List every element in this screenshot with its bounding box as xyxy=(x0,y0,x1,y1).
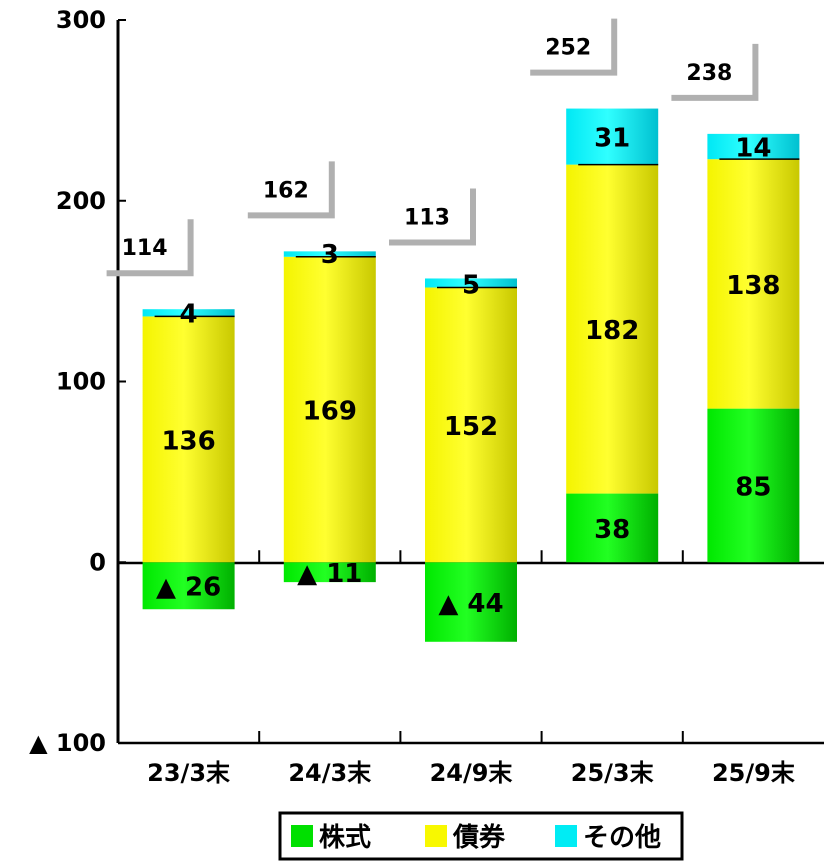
category-label: 25/3末 xyxy=(571,759,655,787)
segment-value-label: 152 xyxy=(444,412,498,442)
bar-segment-債券 xyxy=(142,316,235,563)
x-axis-ticks xyxy=(258,550,684,743)
y-tick-label: ▲ 100 xyxy=(29,729,106,757)
segment-value-label: 169 xyxy=(303,397,357,427)
bar-segment-株式 xyxy=(142,562,235,610)
bar-segment-株式 xyxy=(566,493,659,563)
legend-entry: 株式 xyxy=(319,823,371,853)
bar-segment-その他 xyxy=(283,251,376,257)
total-value-label: 162 xyxy=(263,178,309,203)
segment-value-label: 4 xyxy=(180,299,198,329)
legend-swatch xyxy=(425,825,447,847)
bar-segment-その他 xyxy=(142,309,235,317)
segment-value-label: 14 xyxy=(735,134,771,164)
bar-segment-その他 xyxy=(707,133,800,160)
segment-value-label: ▲ 11 xyxy=(297,559,362,589)
total-bracket xyxy=(389,188,476,246)
bar-segment-債券 xyxy=(566,164,659,494)
y-tick-label: 200 xyxy=(56,187,106,215)
total-value-label: 252 xyxy=(545,36,591,61)
total-value-label: 114 xyxy=(122,236,168,261)
bar-segment-その他 xyxy=(566,108,659,165)
bars: ▲ 26 136 4 ▲ 11 169 3 ▲ 44 152 5 38 182 31 85 138 14 xyxy=(142,108,800,642)
legend-swatch xyxy=(291,825,313,847)
bar-segment-株式 xyxy=(707,408,800,563)
segment-value-label: 138 xyxy=(726,271,780,301)
segment-value-label: ▲ 44 xyxy=(438,589,503,619)
y-axis-ticks: 300 200 100 0 ▲ 100 xyxy=(29,6,126,757)
segment-value-label: 31 xyxy=(594,124,630,154)
legend-box xyxy=(278,811,684,861)
segment-value-label: 136 xyxy=(161,426,215,456)
segment-value-label: 5 xyxy=(462,271,480,301)
segment-value-label: ▲ 26 xyxy=(156,573,221,603)
category-label: 23/3末 xyxy=(147,759,231,787)
segment-value-label: 3 xyxy=(321,240,339,270)
legend: 株式 債券 その他 xyxy=(278,811,684,861)
y-tick-label: 100 xyxy=(56,368,106,396)
y-tick-label: 0 xyxy=(89,548,106,576)
bar-segment-債券 xyxy=(707,159,800,409)
category-labels: 23/3末 24/3末 24/9末 25/3末 25/9末 xyxy=(147,759,796,787)
legend-entry: その他 xyxy=(583,823,661,853)
bar-segment-株式 xyxy=(283,562,376,583)
total-bracket xyxy=(671,43,759,101)
category-label: 24/9末 xyxy=(430,759,514,787)
bar-segment-債券 xyxy=(425,287,517,563)
legend-entry: 債券 xyxy=(452,823,506,853)
total-callouts: 114 162 113 252 238 xyxy=(106,18,759,277)
total-value-label: 238 xyxy=(686,61,732,86)
bar-segment-その他 xyxy=(425,278,517,288)
bar-segment-株式 xyxy=(425,562,517,642)
total-bracket xyxy=(530,18,618,76)
segment-value-label: 38 xyxy=(594,515,630,545)
y-tick-label: 300 xyxy=(56,6,106,34)
total-value-label: 113 xyxy=(404,205,450,230)
legend-swatch xyxy=(555,825,577,847)
category-label: 24/3末 xyxy=(288,759,372,787)
total-bracket xyxy=(247,161,335,219)
segment-value-label: 182 xyxy=(585,316,639,346)
bar-segment-債券 xyxy=(283,256,376,563)
total-bracket xyxy=(106,219,194,277)
category-label: 25/9末 xyxy=(712,759,796,787)
segment-value-label: 85 xyxy=(735,472,771,502)
